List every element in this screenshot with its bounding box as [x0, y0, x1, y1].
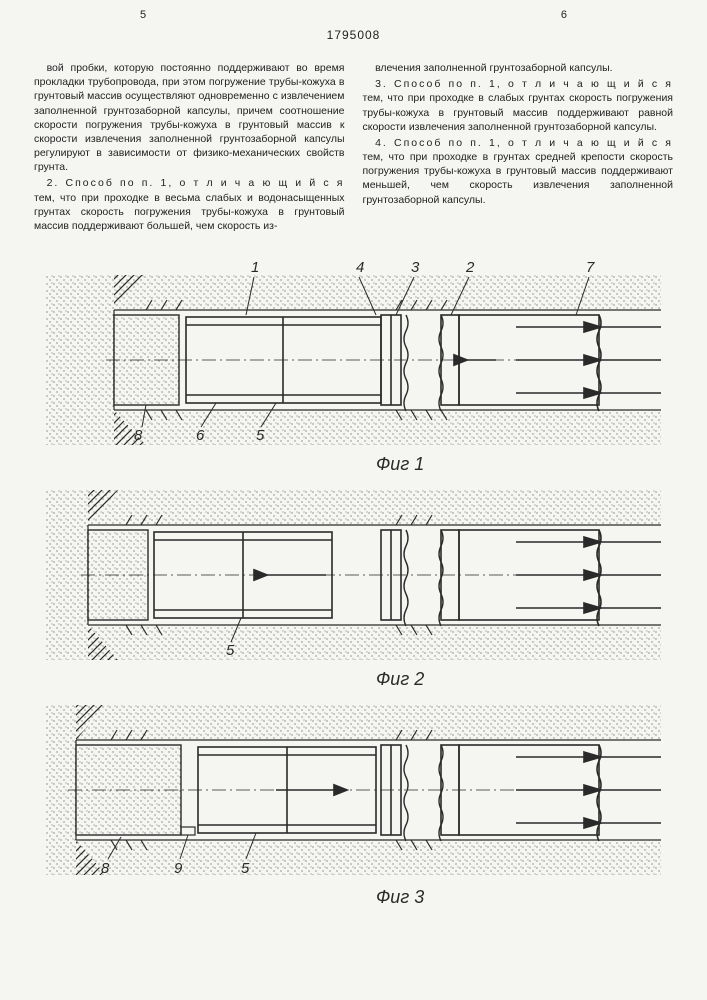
column-left: вой пробки, которую постоянно поддержи­в… [34, 61, 345, 235]
figure-2: 5 Фиг 2 [46, 490, 661, 689]
para-2-3: 4. Способ по п. 1, о т л и ч а ю щ и й с… [363, 136, 674, 207]
document-number: 1795008 [0, 27, 707, 43]
column-right: влечения заполненной грунтозаборной кап­… [363, 61, 674, 235]
callout-7: 7 [586, 259, 595, 276]
callout-5: 5 [256, 427, 265, 444]
page-number-right: 6 [561, 8, 567, 23]
callout-5-f3: 5 [241, 860, 250, 877]
callout-4: 4 [356, 259, 364, 276]
callout-8-f3: 8 [101, 860, 110, 877]
callout-1: 1 [251, 259, 259, 276]
page-number-left: 5 [140, 8, 146, 23]
figures-block: 1 4 3 2 7 8 6 5 Фиг 1 [0, 255, 707, 915]
para-1-1: вой пробки, которую постоянно поддержи­в… [34, 61, 345, 174]
figure-3-label: Фиг 3 [376, 887, 424, 907]
para-2-2: 3. Способ по п. 1, о т л и ч а ю щ и й с… [363, 77, 674, 134]
callout-2: 2 [465, 259, 475, 276]
para-2-1: влечения заполненной грунтозаборной кап­… [363, 61, 674, 75]
para-1-2: 2. Способ по п. 1, о т л и ч а ю щ и й с… [34, 176, 345, 233]
text-columns: вой пробки, которую постоянно поддержи­в… [0, 61, 707, 235]
callout-9: 9 [174, 860, 183, 877]
claim2-lead: 2. Способ по п. 1, о т л и ч а ю щ и й с… [47, 177, 345, 189]
callout-8: 8 [134, 427, 143, 444]
callout-3: 3 [411, 259, 420, 276]
figure-1-label: Фиг 1 [376, 454, 424, 474]
callout-6: 6 [196, 427, 205, 444]
claim2-rest: тем, что при проходке в весьма слабых и … [34, 192, 345, 232]
claim4-lead: 4. Способ по п. 1, о т л и ч а ю щ и й с… [375, 137, 673, 149]
claim3-rest: тем, что при проходке в слабых грунтах с… [363, 92, 674, 132]
figure-1: 1 4 3 2 7 8 6 5 Фиг 1 [46, 259, 661, 474]
claim3-lead: 3. Способ по п. 1, о т л и ч а ю щ и й с… [375, 78, 673, 90]
figure-2-label: Фиг 2 [376, 669, 424, 689]
callout-5-f2: 5 [226, 642, 235, 659]
figure-3: 8 9 5 Фиг 3 [46, 705, 661, 907]
figures-svg: 1 4 3 2 7 8 6 5 Фиг 1 [46, 255, 661, 915]
claim4-rest: тем, что при проходке в грунтах средней … [363, 151, 674, 206]
